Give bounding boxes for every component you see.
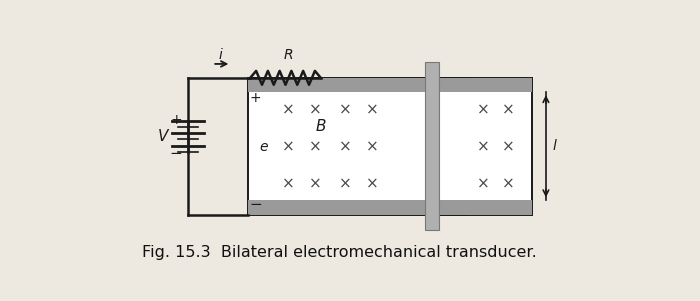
Text: ×: ×	[502, 177, 514, 192]
Text: R: R	[284, 48, 293, 62]
Text: ×: ×	[282, 140, 295, 155]
Text: ×: ×	[339, 140, 351, 155]
Text: −: −	[169, 146, 182, 161]
Text: V: V	[158, 129, 169, 144]
Text: B: B	[316, 119, 326, 134]
Text: ×: ×	[502, 140, 514, 155]
Bar	[439, 78, 532, 215]
Bar	[248, 78, 468, 215]
Bar	[248, 78, 468, 92]
Text: ×: ×	[339, 103, 351, 118]
Text: ×: ×	[366, 140, 379, 155]
Text: ×: ×	[502, 103, 514, 118]
Text: +: +	[250, 91, 262, 104]
Bar	[425, 62, 439, 230]
Text: ×: ×	[282, 103, 295, 118]
Text: ×: ×	[309, 177, 322, 192]
Text: l: l	[552, 139, 556, 153]
Text: ×: ×	[309, 103, 322, 118]
Text: ×: ×	[366, 103, 379, 118]
Text: ×: ×	[282, 177, 295, 192]
Text: ×: ×	[309, 140, 322, 155]
Text: +: +	[170, 113, 182, 126]
Text: e: e	[260, 140, 268, 154]
Text: ×: ×	[477, 140, 490, 155]
Text: −: −	[249, 197, 262, 212]
Bar	[439, 200, 532, 215]
Bar	[248, 200, 468, 215]
Text: i: i	[218, 48, 223, 62]
Text: ×: ×	[366, 177, 379, 192]
Text: Fig. 15.3  Bilateral electromechanical transducer.: Fig. 15.3 Bilateral electromechanical tr…	[141, 246, 536, 260]
Bar	[439, 78, 532, 92]
Text: ×: ×	[339, 177, 351, 192]
Text: ×: ×	[477, 103, 490, 118]
Text: ×: ×	[477, 177, 490, 192]
